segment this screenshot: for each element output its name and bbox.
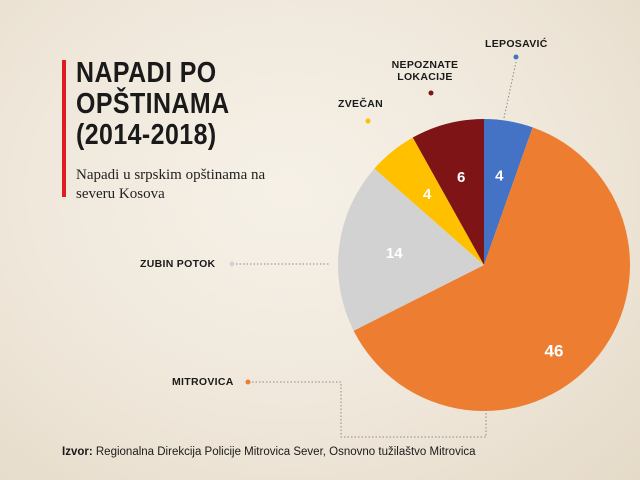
slice-leposavic — [484, 119, 533, 265]
value-label-nepoznate-lokacije: 6 — [457, 169, 465, 186]
label-zvecan: ZVEČAN — [338, 98, 383, 110]
leader-leposavic-dot — [513, 54, 519, 60]
label-zubin-potok: ZUBIN POTOK — [140, 258, 215, 270]
title-line-1: NAPADI PO — [76, 57, 217, 89]
leader-mitrovica — [252, 381, 487, 438]
slice-nepoznate-lokacije — [412, 119, 484, 265]
leader-zubin-potok-dot — [229, 261, 235, 267]
leader-zvecan-dot — [365, 118, 371, 124]
subtitle-line-2: severu Kosova — [76, 186, 165, 202]
label-nepoznate-line-1: NEPOZNATE — [391, 59, 459, 71]
chart-title: NAPADI PO OPŠTINAMA (2014-2018) — [76, 58, 265, 151]
leader-nepoznate-lokacije-dot — [428, 90, 434, 96]
value-label-zubin-potok: 14 — [386, 245, 403, 262]
subtitle-line-1: Napadi u srpskim opštinama na — [76, 167, 266, 183]
source-text: Regionalna Direkcija Policije Mitrovica … — [95, 446, 476, 458]
value-label-zvecan: 4 — [423, 186, 432, 203]
value-label-mitrovica: 46 — [545, 342, 564, 361]
label-nepoznate-line-2: LOKACIJE — [397, 71, 453, 83]
value-label-leposavic: 4 — [495, 167, 504, 184]
chart-subtitle: Napadi u srpskim opštinama na severu Kos… — [76, 166, 306, 204]
label-leposavic: LEPOSAVIĆ — [485, 38, 548, 50]
label-mitrovica: MITROVICA — [172, 376, 234, 388]
label-zvecan-text: ZVEČAN — [338, 98, 383, 110]
slice-zvecan — [374, 137, 484, 265]
label-leposavic-text: LEPOSAVIĆ — [485, 38, 548, 50]
slice-mitrovica — [353, 127, 630, 412]
leader-mitrovica-dot — [245, 379, 251, 385]
leader-leposavic — [503, 61, 517, 119]
label-mitrovica-text: MITROVICA — [172, 376, 234, 388]
title-accent-bar — [62, 60, 66, 197]
source-note: Izvor: Regionalna Direkcija Policije Mit… — [62, 446, 476, 458]
title-line-2: OPŠTINAMA — [76, 88, 230, 120]
title-line-3: (2014-2018) — [76, 119, 217, 151]
slice-zubin-potok — [338, 168, 484, 331]
label-zubin-potok-text: ZUBIN POTOK — [140, 258, 216, 270]
label-nepoznate-lokacije: NEPOZNATE LOKACIJE — [384, 59, 466, 83]
source-label: Izvor: — [62, 446, 93, 458]
